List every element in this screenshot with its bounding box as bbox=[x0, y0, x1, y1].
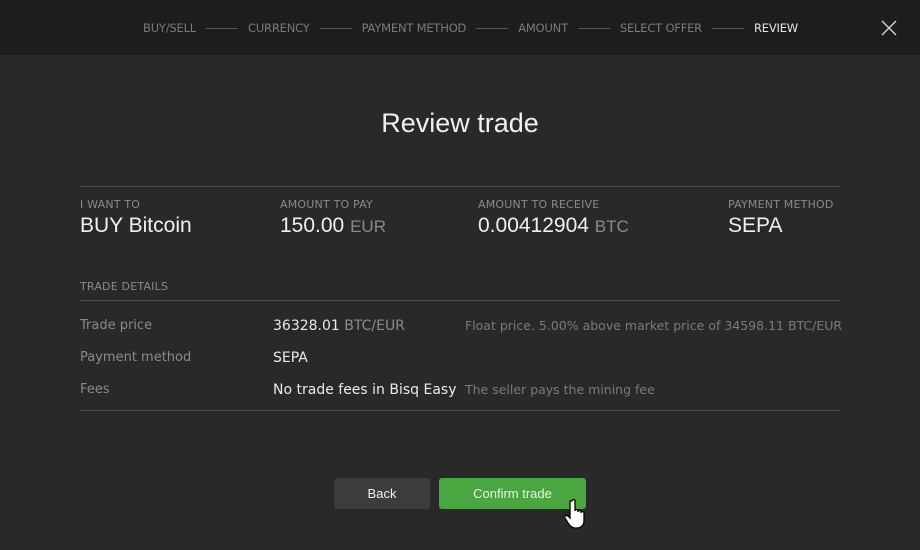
confirm-trade-button[interactable]: Confirm trade bbox=[439, 478, 586, 509]
want-label: I WANT TO bbox=[80, 198, 141, 211]
close-icon[interactable] bbox=[880, 19, 898, 37]
receive-label: AMOUNT TO RECEIVE bbox=[478, 198, 600, 211]
trade-details-heading: TRADE DETAILS bbox=[80, 280, 169, 293]
receive-value: 0.00412904 bbox=[478, 214, 589, 237]
step-indicator: BUY/SELL CURRENCY PAYMENT METHOD AMOUNT … bbox=[143, 21, 798, 35]
pay-label: AMOUNT TO PAY bbox=[280, 198, 373, 211]
step-divider bbox=[711, 27, 744, 29]
divider bbox=[80, 186, 840, 187]
step-divider bbox=[577, 27, 610, 29]
summary-receive: AMOUNT TO RECEIVE 0.00412904 BTC bbox=[478, 198, 629, 238]
wizard-header: BUY/SELL CURRENCY PAYMENT METHOD AMOUNT … bbox=[0, 0, 920, 55]
want-value: BUY Bitcoin bbox=[80, 214, 192, 237]
detail-key: Payment method bbox=[80, 350, 192, 365]
divider bbox=[80, 410, 840, 411]
detail-note: The seller pays the mining fee bbox=[465, 382, 655, 397]
step-divider bbox=[206, 27, 238, 29]
detail-unit: BTC/EUR bbox=[344, 318, 405, 334]
back-button[interactable]: Back bbox=[334, 478, 430, 509]
hand-cursor-icon bbox=[565, 498, 585, 529]
detail-key: Fees bbox=[80, 382, 110, 397]
detail-value: No trade fees in Bisq Easy bbox=[273, 382, 457, 398]
pay-value: 150.00 bbox=[280, 214, 345, 237]
step-payment-method: PAYMENT METHOD bbox=[361, 21, 467, 35]
method-label: PAYMENT METHOD bbox=[728, 198, 834, 211]
step-divider bbox=[319, 27, 352, 29]
step-buy-sell: BUY/SELL bbox=[143, 21, 196, 35]
detail-key: Trade price bbox=[80, 318, 153, 333]
pay-unit: EUR bbox=[350, 217, 386, 236]
detail-note: Float price. 5.00% above market price of… bbox=[465, 318, 843, 333]
step-divider bbox=[476, 27, 509, 29]
summary-pay: AMOUNT TO PAY 150.00 EUR bbox=[280, 198, 386, 238]
step-amount: AMOUNT bbox=[518, 21, 568, 35]
step-currency: CURRENCY bbox=[248, 21, 310, 35]
detail-value: SEPA bbox=[273, 350, 308, 366]
summary-method: PAYMENT METHOD SEPA bbox=[728, 198, 834, 238]
receive-unit: BTC bbox=[594, 217, 629, 236]
step-review: REVIEW bbox=[753, 21, 798, 35]
divider bbox=[80, 300, 840, 301]
page-title: Review trade bbox=[381, 108, 539, 138]
method-value: SEPA bbox=[728, 214, 783, 237]
step-select-offer: SELECT OFFER bbox=[619, 21, 702, 35]
detail-value: 36328.01 bbox=[273, 318, 340, 334]
summary-want: I WANT TO BUY Bitcoin bbox=[80, 198, 192, 238]
